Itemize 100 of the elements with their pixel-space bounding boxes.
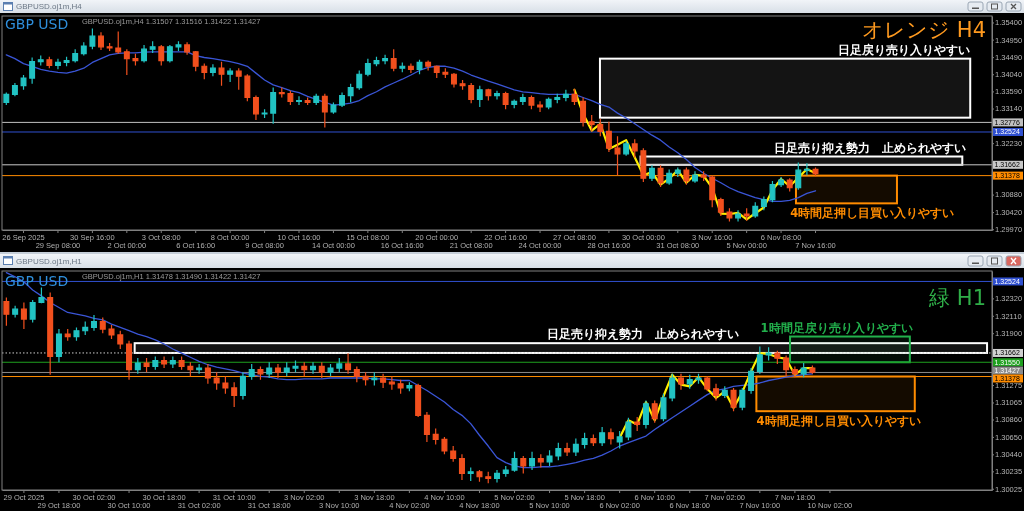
candlestick [581,432,588,450]
candlestick [642,399,649,430]
candlestick [235,67,242,91]
candlestick [371,371,378,387]
candlestick [301,361,308,377]
candlestick [141,44,148,64]
candlestick [37,55,44,67]
candlestick [313,93,320,106]
candlestick [735,209,742,223]
candlestick [597,118,604,137]
candlestick [231,381,238,408]
candlestick [327,363,334,377]
candlestick [660,393,667,422]
candlestick [64,328,71,342]
candlestick [634,416,641,432]
candlestick [459,79,466,91]
candlestick [356,69,363,91]
candlestick [809,364,816,375]
candlestick [345,352,352,375]
candlestick [380,373,387,389]
candlestick [450,72,457,89]
candlestick [554,93,561,104]
candlestick [55,328,62,363]
candlestick [252,94,259,121]
candlestick [152,355,159,371]
candlestick [752,201,759,219]
candlestick [800,362,807,378]
candlestick [274,363,281,379]
candlestick [373,56,380,67]
candlestick [467,467,474,482]
candlestick [599,426,606,447]
candlestick [213,371,220,391]
candlestick [765,346,772,362]
candlestick [63,56,70,67]
candlestick [795,162,802,191]
candlestick [415,383,422,418]
candlestick [458,453,465,481]
candlestick [362,371,369,387]
candlestick [287,90,294,106]
candlestick [564,442,571,457]
candlestick [397,379,404,395]
candlestick [304,96,311,106]
candlestick [132,53,139,67]
candlestick [388,375,395,391]
candlestick [283,361,290,377]
candlestick [175,40,182,52]
candlestick [623,140,630,157]
candlestick [72,48,79,64]
candlestick [537,453,544,469]
candlestick [743,207,750,222]
candlestick [717,197,724,217]
candlestick [166,44,173,64]
candlestick [485,88,492,102]
candlestick [257,365,264,381]
candlestick [20,301,27,330]
candlestick [433,64,440,79]
candlestick [677,373,684,391]
candlestick [537,100,544,113]
annotation: GBP USD [5,16,69,32]
candlestick [468,82,475,104]
candlestick [476,469,483,483]
candlestick [555,442,562,461]
band-label: 1時間足戻り売り入りやすい [760,320,913,335]
candlestick [38,286,45,304]
candlestick [134,357,141,375]
candlestick [321,93,328,129]
candlestick [494,90,500,100]
candlestick [336,357,343,373]
candlestick [683,166,690,186]
chart-title: GBPUSD.oj1m,H4 [16,2,83,12]
band-label: 日足売り抑え勢力 止められやすい [774,140,967,155]
candlestick [82,321,89,336]
candlestick [106,42,113,52]
candlestick [616,430,623,450]
candlestick [562,89,569,102]
candlestick [187,361,194,377]
candlestick [760,195,767,211]
candlestick [791,365,798,378]
candlestick [669,373,676,402]
candlestick [425,59,432,72]
annotation: オレンジ H4 [862,18,986,42]
candlestick [330,101,337,115]
candlestick [339,91,346,108]
candlestick [416,59,423,75]
candlestick [20,74,27,91]
candlestick [3,296,10,327]
candlestick [296,95,302,106]
candlestick [546,449,553,467]
candlestick [786,177,793,193]
candlestick [407,63,414,74]
candlestick [292,359,299,373]
candlestick [218,61,225,87]
candlestick [580,96,587,128]
candlestick [11,82,18,97]
candlestick [108,324,115,340]
candlestick [812,166,819,177]
candlestick [605,121,612,153]
candlestick [12,305,19,319]
candlestick [692,170,698,184]
candlestick [278,86,285,99]
